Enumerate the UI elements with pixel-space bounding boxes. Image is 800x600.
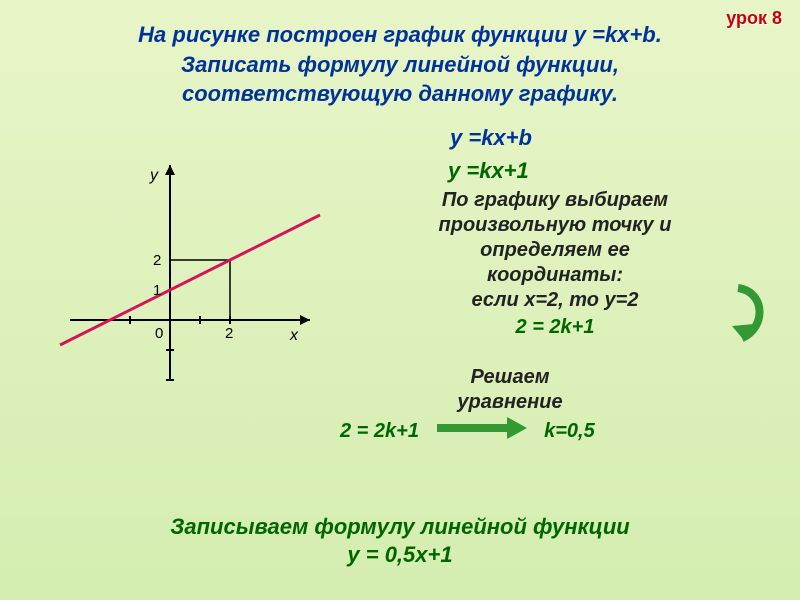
final-formula: Записываем формулу линейной функции y = … (0, 513, 800, 570)
step1-subequation: 2 = 2k+1 (370, 315, 740, 340)
y-axis-label: y (149, 167, 159, 184)
curved-arrow-icon (718, 280, 778, 350)
step1-line2: произвольную точку и (370, 213, 740, 238)
title-line2: Записать формулу линейной функции, (0, 50, 800, 80)
step1-line5: если x=2, то y=2 (370, 288, 740, 313)
equation-with-b: y =kx+1 (448, 158, 529, 184)
final-line2: y = 0,5x+1 (0, 541, 800, 570)
step1-line4: координаты: (370, 263, 740, 288)
arrow-right-icon (437, 417, 527, 446)
step1-line1: По графику выбираем (370, 188, 740, 213)
step2-eq-right: k=0,5 (544, 420, 595, 442)
step-solve-equation: Решаем уравнение 2 = 2k+1 k=0,5 (340, 365, 770, 446)
step2-label2: уравнение (400, 390, 620, 415)
step2-eq-left: 2 = 2k+1 (340, 420, 419, 442)
tick-y-2: 2 (153, 252, 161, 269)
step2-label1: Решаем (400, 365, 620, 390)
step1-line3: определяем ее (370, 238, 740, 263)
linear-function-graph: x y 0 2 1 2 (50, 150, 330, 390)
lesson-badge: урок 8 (726, 8, 782, 29)
title-line3: соответствующую данному графику. (0, 79, 800, 109)
origin-label: 0 (155, 325, 163, 342)
tick-x-2: 2 (225, 325, 233, 342)
step-pick-point: По графику выбираем произвольную точку и… (370, 188, 740, 340)
tick-y-1: 1 (153, 282, 161, 299)
final-line1: Записываем формулу линейной функции (0, 513, 800, 542)
equation-generic: y =kx+b (450, 125, 532, 151)
title-block: На рисунке построен график функции y =kx… (0, 0, 800, 109)
title-line1: На рисунке построен график функции y =kx… (0, 20, 800, 50)
x-axis-label: x (289, 327, 299, 344)
